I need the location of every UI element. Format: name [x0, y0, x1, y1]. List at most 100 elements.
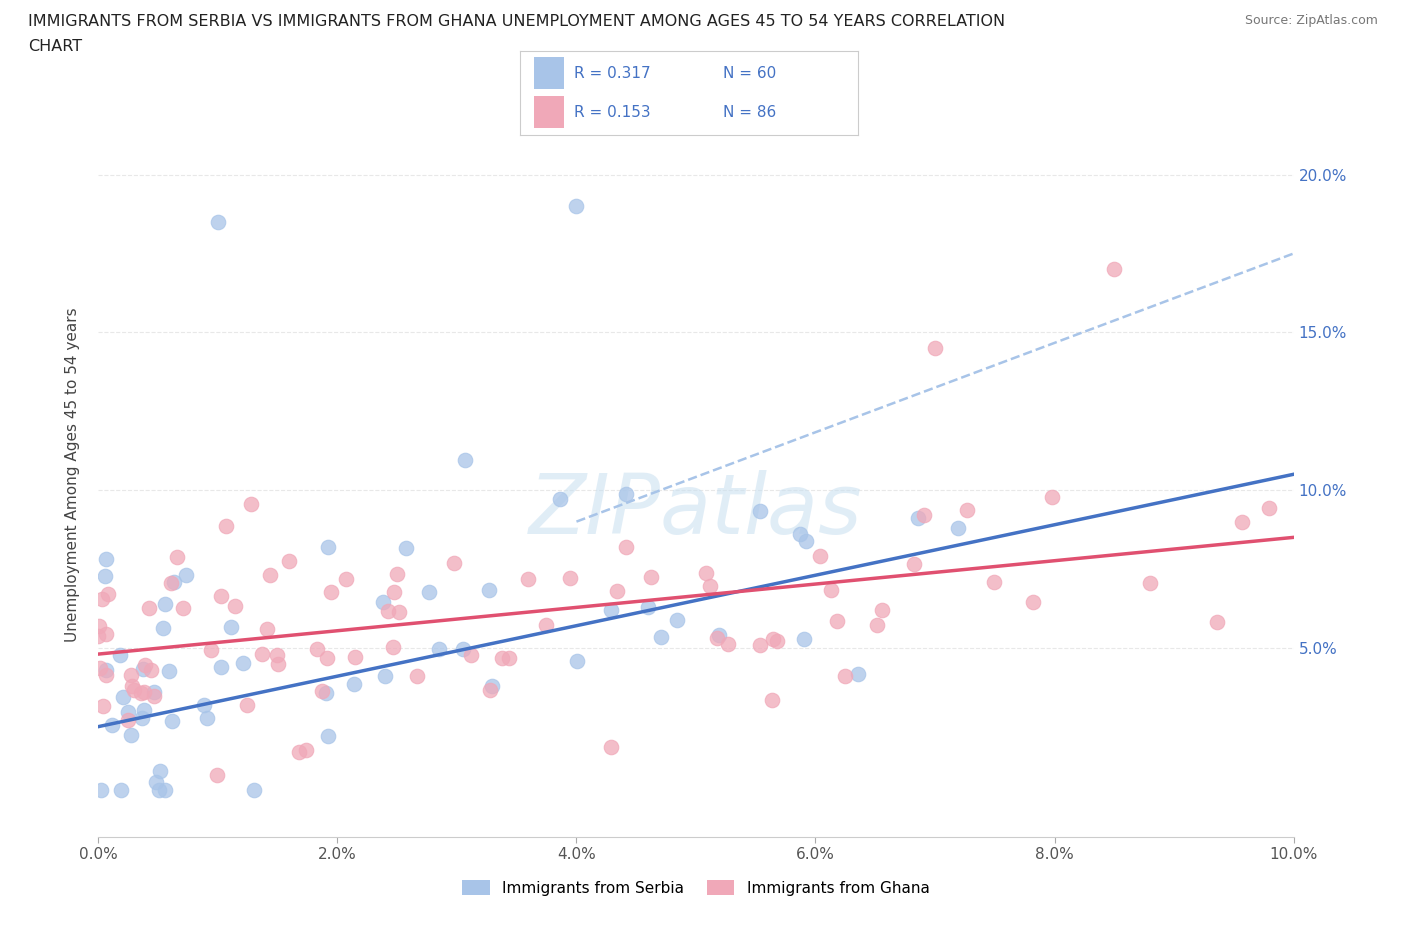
Point [121, 678, 143, 693]
Point [219, 619, 242, 634]
Point [122, 683, 145, 698]
Point [377, 604, 399, 618]
Point [1230, 515, 1253, 530]
Point [762, 631, 785, 646]
Point [600, 739, 623, 754]
Point [89, 660, 111, 675]
Point [567, 654, 589, 669]
Point [825, 614, 848, 629]
Text: N = 60: N = 60 [723, 66, 776, 81]
Point [706, 631, 728, 645]
Point [236, 698, 259, 712]
Point [498, 651, 520, 666]
Point [277, 554, 299, 569]
Point [565, 199, 588, 214]
Point [87, 629, 110, 644]
Point [606, 583, 628, 598]
Point [89, 618, 111, 633]
Point [207, 215, 229, 230]
Point [259, 567, 281, 582]
Point [132, 662, 155, 677]
Text: R = 0.317: R = 0.317 [574, 66, 651, 81]
Point [315, 685, 337, 700]
Point [614, 486, 637, 501]
Point [1040, 489, 1063, 504]
Point [131, 711, 153, 725]
Text: Source: ZipAtlas.com: Source: ZipAtlas.com [1244, 14, 1378, 27]
Point [209, 659, 232, 674]
Point [112, 690, 135, 705]
Point [335, 572, 357, 587]
Point [240, 497, 263, 512]
Point [316, 728, 339, 743]
Point [427, 642, 450, 657]
Text: R = 0.153: R = 0.153 [574, 105, 651, 120]
Point [174, 568, 197, 583]
Point [266, 647, 288, 662]
Point [129, 685, 152, 700]
Point [94, 551, 117, 566]
Point [793, 632, 815, 647]
Point [1022, 594, 1045, 609]
Point [162, 713, 184, 728]
Point [134, 684, 156, 699]
Point [536, 618, 558, 632]
Point [820, 582, 842, 597]
Point [983, 574, 1005, 589]
Point [148, 782, 170, 797]
Point [599, 603, 621, 618]
Point [243, 782, 266, 797]
Point [224, 598, 246, 613]
Point [149, 764, 172, 778]
Point [267, 657, 290, 671]
Point [101, 717, 124, 732]
Point [311, 684, 333, 698]
Point [94, 667, 117, 682]
Point [903, 556, 925, 571]
Point [924, 340, 946, 355]
Point [717, 637, 740, 652]
Point [117, 712, 139, 727]
Point [90, 782, 112, 797]
Point [846, 667, 869, 682]
Text: IMMIGRANTS FROM SERBIA VS IMMIGRANTS FROM GHANA UNEMPLOYMENT AMONG AGES 45 TO 54: IMMIGRANTS FROM SERBIA VS IMMIGRANTS FRO… [28, 14, 1005, 29]
Point [956, 502, 979, 517]
Point [405, 669, 427, 684]
Point [117, 705, 139, 720]
Point [193, 698, 215, 712]
Point [640, 569, 662, 584]
Point [195, 711, 218, 725]
Point [91, 591, 114, 606]
Point [870, 603, 893, 618]
Point [97, 587, 120, 602]
Point [650, 630, 672, 644]
Point [558, 571, 581, 586]
Point [173, 601, 195, 616]
Point [789, 526, 811, 541]
Point [94, 662, 117, 677]
Point [141, 662, 163, 677]
Point [699, 578, 721, 593]
Point [295, 742, 318, 757]
Point [388, 604, 411, 619]
Point [143, 689, 166, 704]
Point [382, 639, 405, 654]
Point [766, 633, 789, 648]
Point [145, 775, 167, 790]
Point [110, 647, 132, 662]
Point [907, 511, 929, 525]
Point [1258, 500, 1281, 515]
Point [460, 647, 482, 662]
Point [477, 583, 499, 598]
Point [748, 638, 770, 653]
Point [343, 676, 366, 691]
Point [152, 620, 174, 635]
Point [209, 589, 232, 604]
Point [120, 727, 142, 742]
Point [371, 594, 394, 609]
Point [316, 539, 339, 554]
Point [834, 669, 856, 684]
Point [252, 646, 274, 661]
Point [200, 643, 222, 658]
Point [548, 491, 571, 506]
